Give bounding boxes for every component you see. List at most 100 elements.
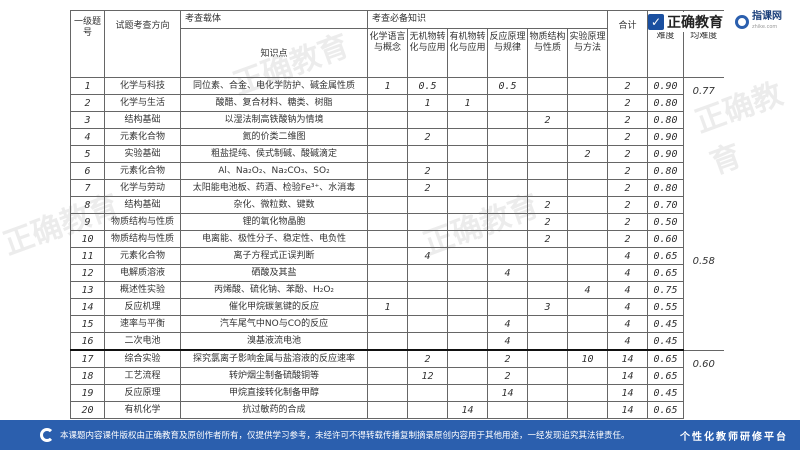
score-cell — [447, 315, 488, 333]
difficulty-cell: 0.80 — [647, 94, 684, 112]
direction-cell: 速率与平衡 — [104, 315, 181, 333]
score-cell — [527, 145, 568, 163]
score-cell: 14 — [447, 401, 488, 419]
knowledge-point-cell: 抗过敏药的合成 — [180, 401, 368, 419]
knowledge-point-cell: 粗盐提纯、侯式制碱、酸碱滴定 — [180, 145, 368, 163]
score-cell — [447, 384, 488, 402]
score-cell: 10 — [567, 349, 608, 368]
total-cell: 4 — [607, 298, 648, 316]
direction-cell: 结构基础 — [104, 196, 181, 214]
difficulty-cell: 0.65 — [647, 264, 684, 282]
col-direction-header: 试题考查方向 — [104, 10, 181, 78]
score-cell — [527, 162, 568, 180]
total-cell: 2 — [607, 162, 648, 180]
score-cell: 4 — [487, 332, 528, 351]
question-number: 14 — [70, 298, 105, 316]
score-cell: 2 — [567, 145, 608, 163]
total-cell: 2 — [607, 213, 648, 231]
direction-cell: 工艺流程 — [104, 367, 181, 385]
direction-cell: 实验基础 — [104, 145, 181, 163]
zhike-url: zhike.com — [752, 24, 778, 30]
question-number: 4 — [70, 128, 105, 146]
footer-bar: 本课题内容课件版权由正确教育及原创作者所有，仅提供学习参考，未经许可不得转载传播… — [0, 420, 800, 450]
table-row: 6 元素化合物 Al、Na₂O₂、Na₂CO₃、SO₂ 2 2 0.80 — [70, 162, 724, 180]
knowledge-point-cell: 溴基液流电池 — [180, 332, 368, 351]
direction-cell: 化学与科技 — [104, 77, 181, 95]
score-cell: 2 — [487, 367, 528, 385]
total-cell: 2 — [607, 230, 648, 248]
difficulty-cell: 0.90 — [647, 128, 684, 146]
total-cell: 2 — [607, 94, 648, 112]
table-row: 11 元素化合物 离子方程式正误判断 4 4 0.65 0.58 — [70, 247, 724, 350]
difficulty-cell: 0.65 — [647, 401, 684, 419]
score-cell: 4 — [407, 247, 448, 265]
difficulty-cell: 0.45 — [647, 332, 684, 351]
knowledge-point-cell: 催化甲烷碳氢键的反应 — [180, 298, 368, 316]
table-row: 4 元素化合物 氮的价类二维图 2 2 0.90 — [70, 128, 724, 146]
total-cell: 14 — [607, 384, 648, 402]
score-cell — [567, 264, 608, 282]
score-cell — [367, 281, 408, 299]
knowledge-point-cell: 太阳能电池板、药酒、检验Fe³⁺、水消毒 — [180, 179, 368, 197]
knowledge-point-cell: 电离能、极性分子、稳定性、电负性 — [180, 230, 368, 248]
knowledge-point-cell: 以湿法制高铁酸钠为情境 — [180, 111, 368, 129]
score-cell — [407, 145, 448, 163]
score-cell — [447, 145, 488, 163]
table-row: 7 化学与劳动 太阳能电池板、药酒、检验Fe³⁺、水消毒 2 2 0.80 — [70, 179, 724, 197]
total-cell: 14 — [607, 349, 648, 368]
difficulty-cell: 0.75 — [647, 281, 684, 299]
score-cell — [487, 281, 528, 299]
score-cell — [447, 332, 488, 351]
table-row: 18 工艺流程 转炉烟尘制备硫酸铜等 12 2 14 0.65 — [70, 367, 724, 385]
score-cell — [367, 367, 408, 385]
direction-cell: 物质结构与性质 — [104, 213, 181, 231]
direction-cell: 元素化合物 — [104, 247, 181, 265]
score-cell — [527, 179, 568, 197]
question-number: 2 — [70, 94, 105, 112]
score-cell — [487, 230, 528, 248]
score-cell — [407, 213, 448, 231]
score-cell: 1 — [407, 94, 448, 112]
table-row: 17 综合实验 探究氯离子影响金属与盐溶液的反应速率 2 2 10 14 0.65 0.60 — [70, 349, 724, 419]
score-cell — [567, 332, 608, 351]
knowledge-point-cell: 杂化、微粒数、键数 — [180, 196, 368, 214]
table-row: 9 物质结构与性质 锂的氧化物晶胞 2 2 0.50 — [70, 213, 724, 231]
total-cell: 4 — [607, 315, 648, 333]
total-cell: 4 — [607, 281, 648, 299]
question-number: 18 — [70, 367, 105, 385]
score-cell — [567, 111, 608, 129]
score-cell: 12 — [407, 367, 448, 385]
score-cell — [407, 264, 448, 282]
col-carrier-header: 考查载体 — [180, 10, 368, 29]
knowledge-point-cell: Al、Na₂O₂、Na₂CO₃、SO₂ — [180, 162, 368, 180]
sub-col-header: 有机物转化与应用 — [447, 28, 488, 78]
score-cell: 4 — [487, 315, 528, 333]
score-cell — [567, 179, 608, 197]
sub-col-header: 无机物转化与应用 — [407, 28, 448, 78]
difficulty-cell: 0.80 — [647, 179, 684, 197]
direction-cell: 综合实验 — [104, 349, 181, 368]
knowledge-point-cell: 硒酸及其盐 — [180, 264, 368, 282]
total-cell: 2 — [607, 145, 648, 163]
difficulty-cell: 0.65 — [647, 247, 684, 265]
score-cell — [487, 128, 528, 146]
question-number: 17 — [70, 349, 105, 368]
score-cell — [527, 367, 568, 385]
difficulty-cell: 0.90 — [647, 77, 684, 95]
score-cell — [367, 349, 408, 368]
direction-cell: 概述性实验 — [104, 281, 181, 299]
score-cell — [407, 315, 448, 333]
score-cell — [527, 315, 568, 333]
score-cell — [447, 367, 488, 385]
question-number: 9 — [70, 213, 105, 231]
direction-cell: 有机化学 — [104, 401, 181, 419]
score-cell — [567, 196, 608, 214]
zhike-icon — [735, 15, 749, 29]
knowledge-table: 一级题号 试题考查方向 考查载体 考查必备知识 合计 难度 均难度 知识点 化学… — [70, 10, 724, 419]
score-cell — [407, 384, 448, 402]
score-cell — [367, 111, 408, 129]
table-row: 2 化学与生活 酸醋、复合材料、糖类、树脂 1 1 2 0.80 — [70, 94, 724, 112]
question-number: 10 — [70, 230, 105, 248]
total-cell: 2 — [607, 196, 648, 214]
sub-col-header: 物质结构与性质 — [527, 28, 568, 78]
